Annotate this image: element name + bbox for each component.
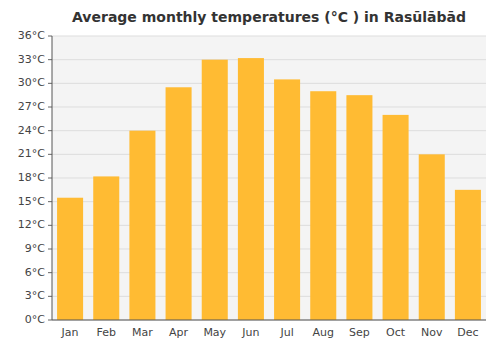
y-tick	[48, 296, 52, 297]
y-tick	[48, 83, 52, 84]
x-tick-label: Jan	[61, 326, 79, 339]
x-tick-label: Dec	[457, 326, 478, 339]
bar	[346, 95, 372, 320]
y-tick-label: 18°C	[18, 171, 45, 184]
bar	[57, 198, 83, 320]
y-tick	[48, 225, 52, 226]
y-tick-label: 21°C	[18, 147, 45, 160]
x-tick-label: Aug	[313, 326, 334, 339]
bar	[455, 190, 481, 320]
chart-container: 0°C 3°C 6°C 9°C 12°C 15°C 18°C 21°C 24°C 27°C 30°C…	[0, 0, 500, 350]
chart-svg: 0°C 3°C 6°C 9°C 12°C 15°C 18°C 21°C 24°C 27°C 30°C…	[0, 0, 500, 350]
y-tick-label: 6°C	[25, 266, 45, 279]
x-tick-label: Sep	[349, 326, 370, 339]
x-tick-label: May	[203, 326, 226, 339]
y-tick-label: 33°C	[18, 53, 45, 66]
bar	[129, 131, 155, 320]
y-tick-label: 3°C	[25, 289, 45, 302]
y-tick	[48, 201, 52, 202]
grid-line	[52, 59, 486, 60]
y-tick-label: 24°C	[18, 124, 45, 137]
y-axis: 0°C 3°C 6°C 9°C 12°C 15°C 18°C 21°C 24°C 27°C 30°C…	[18, 29, 52, 326]
y-tick	[48, 59, 52, 60]
x-axis-line	[52, 320, 486, 321]
bar	[93, 176, 119, 320]
y-tick-label: 30°C	[18, 76, 45, 89]
y-tick-label: 36°C	[18, 29, 45, 42]
title: Average monthly temperatures (°C ) in Ra…	[72, 9, 466, 25]
bar	[202, 60, 228, 320]
plot-background	[52, 36, 486, 320]
y-tick-label: 27°C	[18, 100, 45, 113]
grid-line	[52, 320, 486, 321]
y-tick	[48, 130, 52, 131]
x-tick-label: Oct	[386, 326, 406, 339]
bar	[383, 115, 409, 320]
bar	[310, 91, 336, 320]
x-tick-label: Feb	[97, 326, 116, 339]
y-tick	[48, 272, 52, 273]
bar	[238, 58, 264, 320]
x-tick-label: Mar	[132, 326, 153, 339]
x-tick-label: Jul	[279, 326, 293, 339]
grid-line	[52, 83, 486, 84]
x-tick-label: Apr	[169, 326, 189, 339]
grid-line	[52, 36, 486, 37]
bar	[274, 79, 300, 320]
y-tick	[48, 107, 52, 108]
x-axis: Jan Feb Mar Apr May Jun Jul Aug Sep Oct Nov Dec	[61, 326, 479, 339]
y-tick	[48, 249, 52, 250]
y-tick	[48, 178, 52, 179]
grid-line	[52, 107, 486, 108]
y-tick-label: 0°C	[25, 313, 45, 326]
x-tick-label: Nov	[421, 326, 443, 339]
bar	[166, 87, 192, 320]
grid-line	[52, 130, 486, 131]
grid	[52, 36, 486, 320]
y-tick	[48, 320, 52, 321]
x-tick-label: Jun	[241, 326, 259, 339]
y-tick-label: 15°C	[18, 195, 45, 208]
y-tick	[48, 36, 52, 37]
y-tick	[48, 154, 52, 155]
y-axis-line	[52, 36, 53, 320]
bars	[57, 58, 481, 320]
y-tick-label: 12°C	[18, 218, 45, 231]
bar	[419, 154, 445, 320]
y-tick-label: 9°C	[25, 242, 45, 255]
